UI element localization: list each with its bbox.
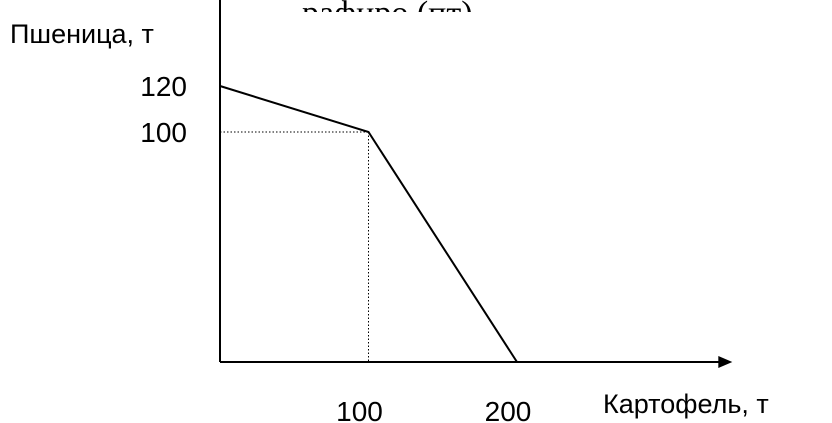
x-tick-label-0: 100: [336, 396, 383, 423]
series-line-0: [219, 85, 518, 363]
y-tick-label-0: 100: [140, 117, 187, 148]
guide-lines: [220, 131, 369, 362]
x-tick-label-1: 200: [485, 396, 532, 423]
x-tick-labels: 100 200: [336, 396, 531, 423]
x-axis-label: Картофель, т: [603, 389, 769, 419]
y-tick-label-1: 120: [140, 71, 187, 102]
series-group: [219, 85, 518, 363]
x-axis-arrow: [718, 356, 733, 368]
y-axis-label: Пшеница, т: [10, 19, 154, 49]
top-partial-text: рафиро (пт): [302, 0, 473, 32]
